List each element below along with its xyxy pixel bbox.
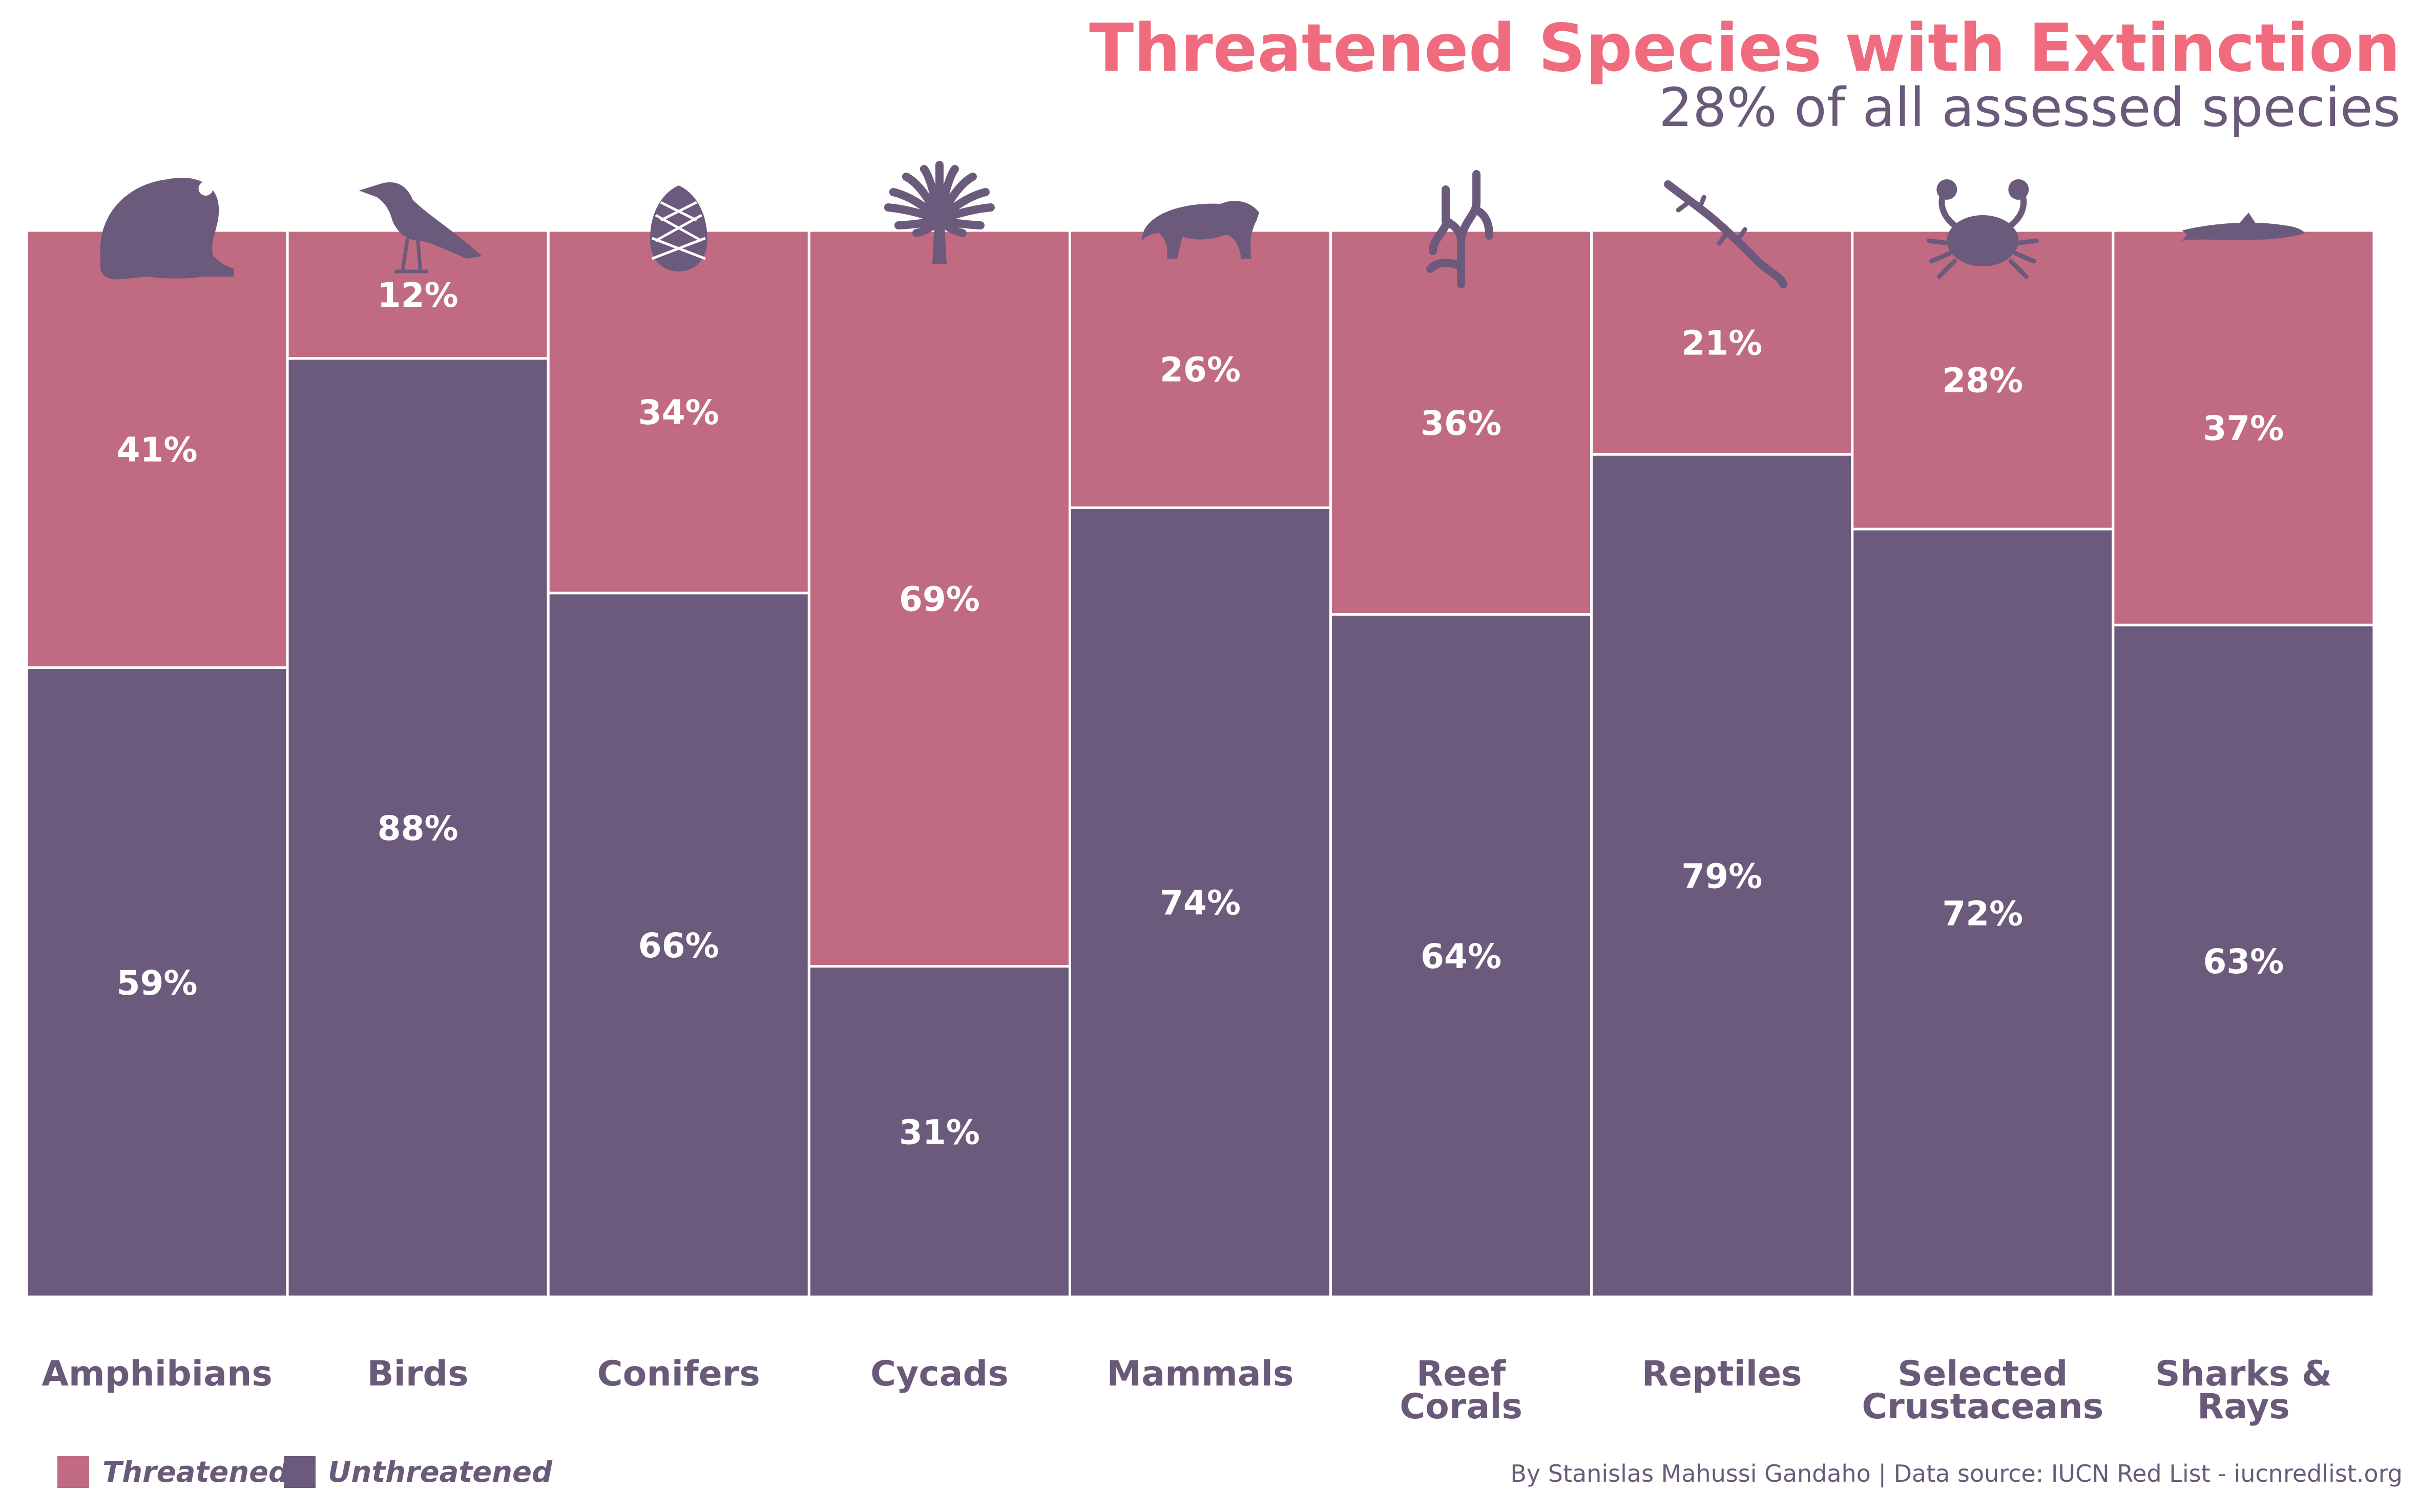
label-threatened-selected-crustaceans: 28% [1942,361,2023,400]
label-threatened-amphibians: 41% [117,430,198,470]
bar-unthreatened-reptiles [1590,453,1854,1298]
label-threatened-reptiles: 21% [1681,324,1762,363]
legend-swatch-threatened [57,1456,89,1488]
bird-icon [359,182,482,274]
category-label-cycads: Cycads [870,1354,1009,1394]
category-label-selected-crustaceans: Crustaceans [1862,1387,2103,1427]
bar-threatened-sharks-and-rays [2112,229,2375,626]
bar-unthreatened-amphibians [25,666,289,1298]
category-label-selected-crustaceans: Selected [1897,1354,2068,1394]
label-unthreatened-mammals: 74% [1160,884,1241,923]
label-unthreatened-selected-crustaceans: 72% [1942,894,2023,933]
legend: Threatened Unthreatened [57,1456,553,1489]
category-label-sharks-and-rays: Rays [2197,1387,2290,1427]
bar-threatened-reptiles [1590,229,1854,456]
shark-icon [2182,213,2305,241]
bar-unthreatened-selected-crustaceans [1851,528,2115,1298]
category-label-amphibians: Amphibians [41,1354,273,1394]
category-label-mammals: Mammals [1107,1354,1294,1394]
bar-threatened-conifers [547,229,810,595]
label-threatened-conifers: 34% [638,393,719,432]
label-unthreatened-reptiles: 79% [1681,857,1762,896]
lizard-icon [1664,180,1788,288]
frog-icon [100,178,234,280]
bar-threatened-selected-crustaceans [1851,229,2115,531]
bar-unthreatened-mammals [1068,506,1332,1298]
label-unthreatened-cycads: 31% [899,1112,980,1152]
legend-label-threatened: Threatened [102,1456,289,1489]
bar-threatened-amphibians [25,229,289,669]
bar-unthreatened-conifers [547,592,810,1298]
label-unthreatened-conifers: 66% [638,926,719,965]
label-unthreatened-birds: 88% [378,809,458,848]
label-unthreatened-sharks-and-rays: 63% [2203,942,2284,981]
pinecone-icon [650,185,707,271]
category-label-reef-corals: Reef [1416,1354,1507,1394]
category-label-sharks-and-rays: Sharks & [2155,1354,2332,1394]
crab-icon [1926,179,2039,279]
category-label-birds: Birds [367,1354,469,1394]
bars: 41% 59% 12% 88% 34% 66% 69% 31% 26% 74% 36% 64% 21% 7… [25,229,2375,1298]
category-label-conifers: Conifers [597,1354,760,1394]
bar-unthreatened-reef-corals [1329,613,1593,1298]
label-unthreatened-amphibians: 59% [117,963,198,1003]
label-unthreatened-reef-corals: 64% [1421,937,1501,976]
bar-unthreatened-sharks-and-rays [2112,623,2375,1298]
chart-subtitle: 28% of all assessed species [1659,76,2401,139]
label-threatened-sharks-and-rays: 37% [2203,409,2284,448]
palm-icon [884,161,995,264]
coral-icon [1426,170,1494,288]
label-threatened-birds: 12% [378,276,458,315]
credit-text: By Stanislas Mahussi Gandaho | Data sour… [1510,1460,2403,1488]
label-threatened-cycads: 69% [899,579,980,619]
chart-title: Threatened Species with Extinction [1089,10,2401,87]
bar-unthreatened-cycads [807,965,1071,1298]
bar-threatened-cycads [807,229,1071,968]
label-threatened-reef-corals: 36% [1421,404,1501,443]
label-threatened-mammals: 26% [1160,350,1241,390]
category-label-reptiles: Reptiles [1642,1354,1802,1394]
legend-label-unthreatened: Unthreatened [328,1456,553,1489]
bar-unthreatened-birds [286,357,550,1298]
tiger-icon [1141,201,1259,259]
category-icons [100,161,2305,288]
legend-swatch-unthreatened [284,1456,316,1488]
category-labels: Amphibians Birds Conifers Cycads Mammals Reef… [41,1354,2332,1427]
category-label-reef-corals: Corals [1400,1387,1522,1427]
